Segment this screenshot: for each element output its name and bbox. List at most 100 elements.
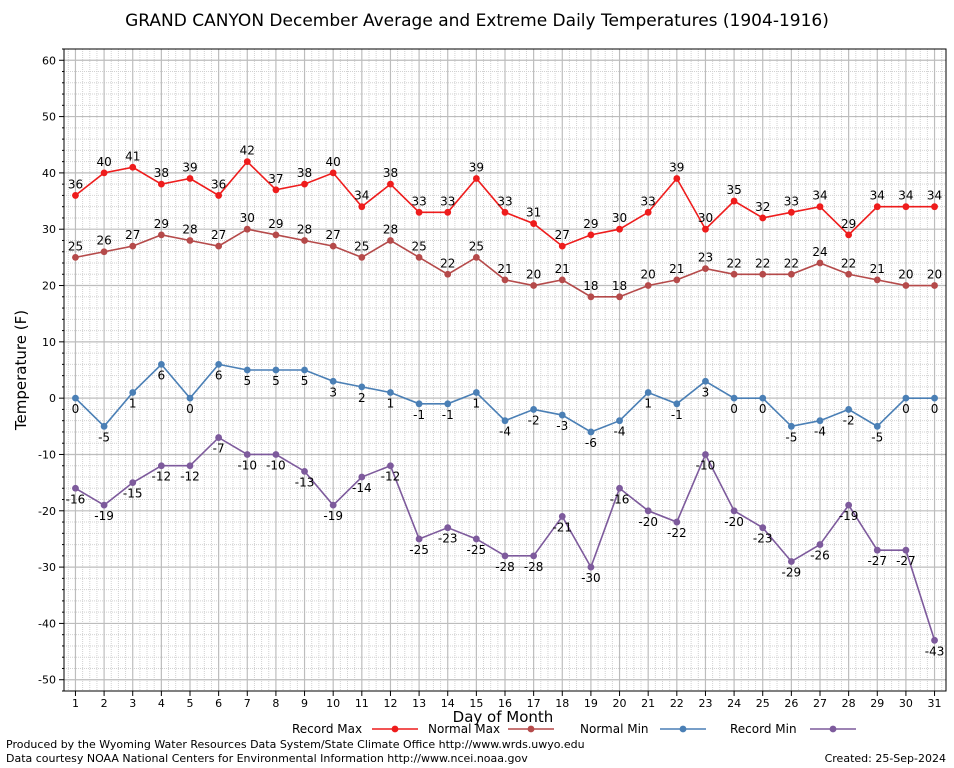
data-point	[444, 524, 452, 532]
data-label: 30	[698, 211, 713, 225]
data-label: -4	[499, 425, 511, 439]
data-point	[644, 208, 652, 216]
data-label: 29	[268, 217, 283, 231]
data-point	[501, 276, 509, 284]
data-label: 39	[182, 161, 197, 175]
y-tick-label: 20	[42, 280, 56, 293]
series-normal-max: 25 26 27 29 28 27 30 29 28 27 25 28 25 22 25 21 20 21 18 18…	[68, 211, 942, 301]
data-point	[358, 383, 366, 391]
data-label: -7	[213, 442, 225, 456]
data-label: 33	[784, 194, 799, 208]
data-label: -10	[237, 458, 257, 472]
x-tick-label: 15	[469, 697, 483, 710]
data-label: 36	[68, 177, 83, 191]
data-label: 34	[354, 189, 369, 203]
data-label: -27	[867, 554, 887, 568]
y-tick-label: -20	[38, 505, 56, 518]
data-point	[387, 237, 394, 244]
y-tick-label: -50	[38, 674, 56, 687]
data-label: 6	[215, 368, 223, 382]
data-point	[931, 203, 938, 211]
data-point	[816, 203, 824, 211]
data-label: 29	[583, 217, 598, 231]
legend-label: Record Max	[292, 722, 362, 736]
y-tick-label: -40	[38, 617, 56, 630]
data-point	[759, 394, 767, 402]
data-label: -2	[528, 413, 540, 427]
data-point	[157, 360, 165, 368]
data-point	[558, 411, 566, 419]
legend-label: Normal Max	[428, 722, 500, 736]
data-point	[530, 220, 538, 227]
data-point	[186, 462, 194, 470]
x-tick-label: 22	[670, 697, 684, 710]
data-point	[616, 484, 623, 492]
x-tick-label: 5	[187, 697, 194, 710]
data-label: 38	[383, 166, 398, 180]
data-label: -43	[925, 644, 945, 658]
data-point	[759, 524, 767, 532]
legend-marker	[679, 725, 687, 733]
footer-created: Created: 25-Sep-2024	[825, 752, 946, 765]
legend-marker	[829, 725, 837, 733]
data-point	[816, 541, 824, 548]
data-label: 20	[898, 268, 913, 282]
data-label: 39	[469, 161, 484, 175]
data-label: 25	[411, 239, 426, 253]
data-label: 30	[240, 211, 255, 225]
data-label: 3	[702, 385, 710, 399]
x-tick-label: 25	[756, 697, 770, 710]
data-label: -20	[638, 515, 658, 529]
data-point	[215, 192, 223, 199]
data-point	[816, 417, 824, 425]
data-point	[816, 259, 824, 267]
data-point	[329, 169, 337, 177]
data-label: -14	[352, 481, 372, 495]
data-label: -28	[524, 560, 544, 574]
y-axis-label: Temperature (F)	[12, 310, 30, 431]
x-tick-label: 18	[555, 697, 569, 710]
legend-label: Record Min	[730, 722, 797, 736]
data-label: 2	[358, 391, 366, 405]
data-point	[215, 434, 223, 441]
data-point	[472, 389, 480, 396]
data-point	[358, 203, 366, 211]
legend: Record Max Normal Max Normal Min Record Min	[292, 722, 856, 736]
data-label: 22	[841, 256, 856, 270]
data-label: 40	[96, 155, 111, 169]
y-tick-label: 50	[42, 111, 56, 124]
data-point	[673, 175, 681, 182]
data-point	[902, 203, 910, 211]
data-point	[72, 253, 79, 261]
data-point	[530, 552, 538, 560]
x-tick-label: 17	[527, 697, 541, 710]
data-point	[616, 293, 623, 301]
data-label: 22	[440, 256, 455, 270]
data-label: 29	[841, 217, 856, 231]
x-tick-label: 21	[641, 697, 655, 710]
x-tick-label: 24	[727, 697, 741, 710]
data-point	[472, 535, 480, 543]
data-point	[129, 479, 137, 487]
data-point	[329, 242, 337, 250]
legend-entry: Normal Min	[580, 722, 706, 736]
data-label: 0	[931, 402, 939, 416]
data-point	[72, 192, 79, 199]
data-label: -3	[556, 419, 568, 433]
data-label: 6	[158, 368, 166, 382]
data-label: 33	[497, 194, 512, 208]
data-label: -23	[438, 532, 458, 546]
data-point	[501, 417, 509, 425]
data-point	[243, 451, 251, 458]
x-tick-label: 26	[784, 697, 798, 710]
data-label: 24	[812, 245, 827, 259]
data-label: -26	[810, 549, 830, 563]
data-label: 22	[755, 256, 770, 270]
legend-entry: Normal Max	[428, 722, 554, 736]
data-label: 22	[726, 256, 741, 270]
legend-entry: Record Max	[292, 722, 418, 736]
data-point	[616, 225, 623, 233]
data-label: -16	[66, 492, 86, 506]
data-point	[845, 270, 853, 278]
